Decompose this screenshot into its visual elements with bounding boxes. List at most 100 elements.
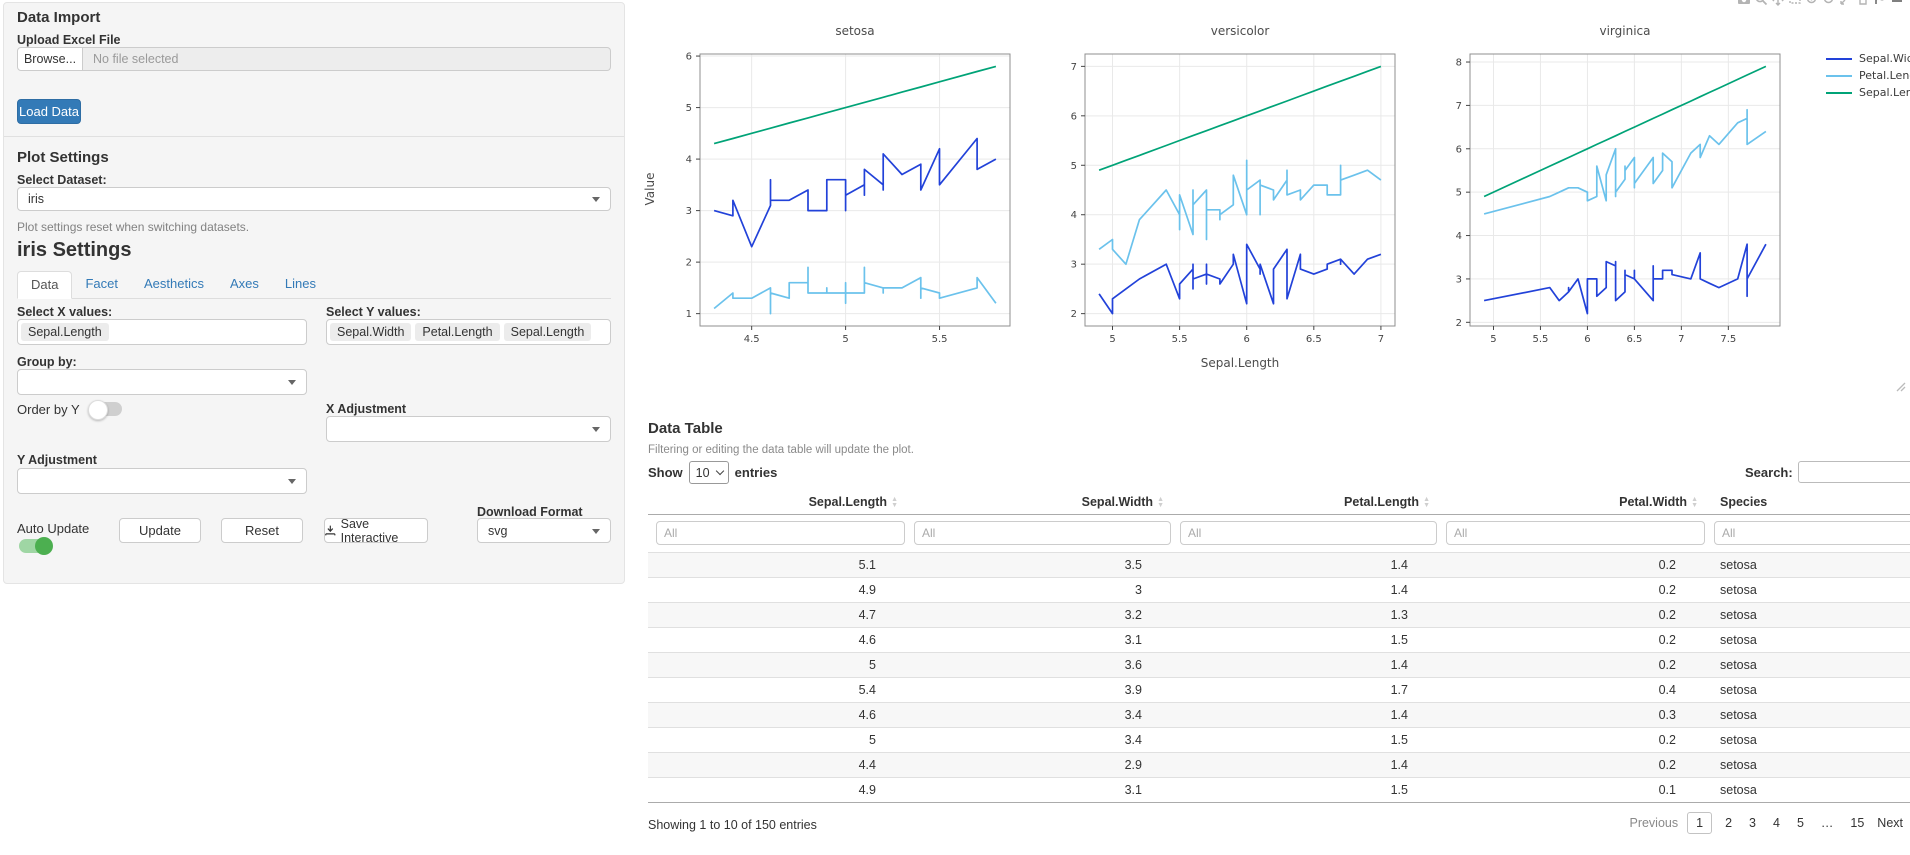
x-adjustment-select[interactable] [326,416,611,442]
table-row[interactable]: 4.7 3.2 1.3 0.2 setosa [648,602,1910,628]
pagination-previous[interactable]: Previous [1629,816,1679,830]
selected-value-chip[interactable]: Sepal.Width [330,323,412,341]
table-cell[interactable]: 5 [648,652,906,678]
column-header-petal.length[interactable]: Petal.Length ▲ ▼ [1172,490,1438,515]
reset-axes-home-icon[interactable] [1856,0,1870,6]
table-cell[interactable]: setosa [1706,727,1910,753]
tab-axes[interactable]: Axes [229,276,259,291]
table-cell[interactable]: 3.4 [906,727,1172,753]
table-cell[interactable]: 4.6 [648,702,906,728]
camera-icon[interactable] [1737,0,1751,6]
table-cell[interactable]: 3.6 [906,652,1172,678]
table-cell[interactable]: 0.2 [1438,652,1706,678]
table-cell[interactable]: 1.4 [1172,752,1438,778]
pagination-page-5[interactable]: 5 [1796,816,1804,830]
table-row[interactable]: 4.9 3.1 1.5 0.1 setosa [648,777,1910,803]
table-cell[interactable]: setosa [1706,752,1910,778]
zoom-out-icon[interactable] [1822,0,1836,6]
table-cell[interactable]: setosa [1706,652,1910,678]
column-header-petal.width[interactable]: Petal.Width ▲ ▼ [1438,490,1706,515]
table-cell[interactable]: 0.2 [1438,752,1706,778]
table-cell[interactable]: 0.2 [1438,727,1706,753]
table-row[interactable]: 4.6 3.1 1.5 0.2 setosa [648,627,1910,653]
table-row[interactable]: 5 3.6 1.4 0.2 setosa [648,652,1910,678]
legend-item-sepal.width[interactable]: Sepal.Width [1826,50,1910,67]
table-cell[interactable]: 5.1 [648,552,906,578]
table-cell[interactable]: 1.4 [1172,577,1438,603]
table-cell[interactable]: 3.9 [906,677,1172,703]
table-row[interactable]: 4.6 3.4 1.4 0.3 setosa [648,702,1910,728]
dataset-select[interactable]: iris [17,187,611,211]
reset-button[interactable]: Reset [221,518,303,543]
table-cell[interactable]: 1.3 [1172,602,1438,628]
zoom-in-icon[interactable] [1805,0,1819,6]
update-button[interactable]: Update [119,518,201,543]
table-cell[interactable]: 1.7 [1172,677,1438,703]
column-filter-species[interactable] [1714,521,1910,545]
table-cell[interactable]: 0.2 [1438,552,1706,578]
table-cell[interactable]: 0.2 [1438,627,1706,653]
table-cell[interactable]: 4.6 [648,627,906,653]
table-cell[interactable]: setosa [1706,552,1910,578]
table-cell[interactable]: 4.9 [648,577,906,603]
column-filter-sepal.length[interactable] [656,521,905,545]
table-cell[interactable]: 3.1 [906,777,1172,803]
select-y-input[interactable]: Sepal.Width Petal.Length Sepal.Length [326,319,611,345]
tab-data[interactable]: Data [17,271,73,299]
table-row[interactable]: 5 3.4 1.5 0.2 setosa [648,727,1910,753]
legend-item-petal.length[interactable]: Petal.Length [1826,67,1910,84]
download-format-select[interactable]: svg [477,518,611,543]
file-selected-field[interactable]: No file selected [83,47,611,71]
column-filter-sepal.width[interactable] [914,521,1171,545]
facet-plot-svg[interactable]: 5 5.5 6 6.5 7 7.5 2 3 4 5 6 7 8 [1418,46,1790,358]
table-cell[interactable]: 0.2 [1438,602,1706,628]
hover-compare-icon[interactable] [1890,0,1904,6]
tab-aesthetics[interactable]: Aesthetics [143,276,204,291]
table-cell[interactable]: 0.1 [1438,777,1706,803]
table-cell[interactable]: 5 [648,727,906,753]
table-cell[interactable]: 1.5 [1172,777,1438,803]
load-data-button[interactable]: Load Data [17,99,81,124]
table-cell[interactable]: 3.1 [906,627,1172,653]
table-row[interactable]: 5.4 3.9 1.7 0.4 setosa [648,677,1910,703]
zoom-icon[interactable] [1754,0,1768,6]
table-cell[interactable]: 3.4 [906,702,1172,728]
selected-value-chip[interactable]: Petal.Length [415,323,500,341]
pagination-page-2[interactable]: 2 [1725,816,1733,830]
search-input[interactable] [1797,461,1910,483]
box-select-icon[interactable] [1788,0,1802,6]
table-cell[interactable]: setosa [1706,702,1910,728]
table-cell[interactable]: 4.7 [648,602,906,628]
table-cell[interactable]: 1.4 [1172,652,1438,678]
pagination-page-15[interactable]: 15 [1850,816,1865,830]
table-cell[interactable]: 1.4 [1172,702,1438,728]
table-row[interactable]: 4.4 2.9 1.4 0.2 setosa [648,752,1910,778]
table-cell[interactable]: setosa [1706,627,1910,653]
column-header-sepal.length[interactable]: Sepal.Length ▲ ▼ [648,490,906,515]
table-cell[interactable]: 1.5 [1172,727,1438,753]
select-x-input[interactable]: Sepal.Length [17,319,307,345]
legend-item-sepal.length[interactable]: Sepal.Length [1826,84,1910,101]
tab-lines[interactable]: Lines [284,276,316,291]
table-row[interactable]: 4.9 3 1.4 0.2 setosa [648,577,1910,603]
group-by-select[interactable] [17,369,307,395]
table-cell[interactable]: 3 [906,577,1172,603]
table-cell[interactable]: 2.9 [906,752,1172,778]
browse-button[interactable]: Browse... [17,47,83,71]
facet-plot-svg[interactable]: 4.5 5 5.5 1 2 3 4 5 6 [648,46,1020,358]
table-cell[interactable]: 4.9 [648,777,906,803]
table-cell[interactable]: 0.4 [1438,677,1706,703]
table-cell[interactable]: setosa [1706,602,1910,628]
column-header-sepal.width[interactable]: Sepal.Width ▲ ▼ [906,490,1172,515]
table-cell[interactable]: 0.3 [1438,702,1706,728]
auto-update-toggle[interactable] [19,537,53,555]
table-cell[interactable]: 4.4 [648,752,906,778]
table-cell[interactable]: setosa [1706,677,1910,703]
column-filter-petal.length[interactable] [1180,521,1437,545]
column-filter-petal.width[interactable] [1446,521,1705,545]
column-header-species[interactable]: Species▲▼ [1706,490,1910,515]
pan-icon[interactable] [1771,0,1785,6]
table-cell[interactable]: setosa [1706,777,1910,803]
table-cell[interactable]: 1.5 [1172,627,1438,653]
table-row[interactable]: 5.1 3.5 1.4 0.2 setosa [648,552,1910,578]
